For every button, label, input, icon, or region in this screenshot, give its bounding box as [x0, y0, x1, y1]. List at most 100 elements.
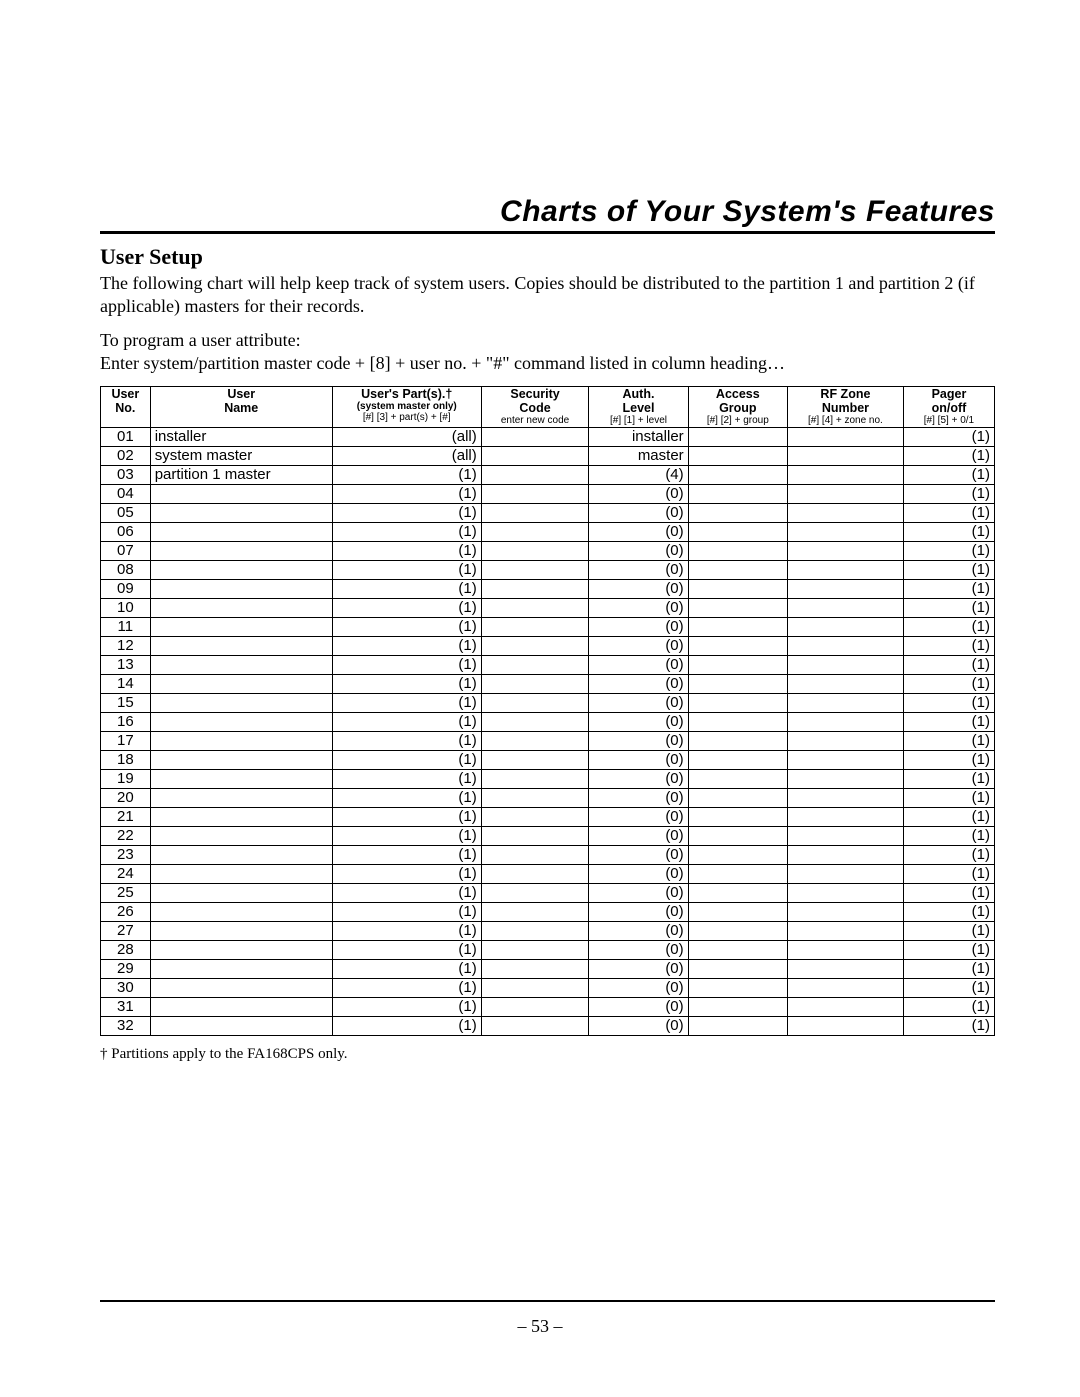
cell-parts: (1): [332, 769, 481, 788]
cell-no: 17: [101, 731, 151, 750]
cell-auth: installer: [589, 427, 688, 446]
cell-pager: (1): [903, 997, 994, 1016]
cell-code: [481, 484, 589, 503]
cell-code: [481, 503, 589, 522]
cell-name: [150, 674, 332, 693]
cell-auth: (0): [589, 921, 688, 940]
cell-rf: [787, 997, 903, 1016]
table-row: 20(1)(0)(1): [101, 788, 995, 807]
table-row: 21(1)(0)(1): [101, 807, 995, 826]
cell-auth: (0): [589, 560, 688, 579]
cell-parts: (1): [332, 712, 481, 731]
cell-auth: (0): [589, 959, 688, 978]
cell-pager: (1): [903, 598, 994, 617]
cell-pager: (1): [903, 693, 994, 712]
user-setup-table: UserNo. UserName User's Part(s).† (syste…: [100, 386, 995, 1036]
cell-code: [481, 465, 589, 484]
cell-parts: (1): [332, 978, 481, 997]
cell-rf: [787, 731, 903, 750]
cell-rf: [787, 674, 903, 693]
cell-parts: (1): [332, 674, 481, 693]
table-row: 12(1)(0)(1): [101, 636, 995, 655]
cell-no: 06: [101, 522, 151, 541]
cell-rf: [787, 522, 903, 541]
cell-name: [150, 788, 332, 807]
cell-name: [150, 636, 332, 655]
table-row: 10(1)(0)(1): [101, 598, 995, 617]
cell-code: [481, 864, 589, 883]
cell-parts: (1): [332, 883, 481, 902]
header-access-group: AccessGroup [#] [2] + group: [688, 386, 787, 427]
table-row: 19(1)(0)(1): [101, 769, 995, 788]
cell-parts: (1): [332, 503, 481, 522]
cell-pager: (1): [903, 674, 994, 693]
cell-auth: (0): [589, 503, 688, 522]
cell-name: [150, 484, 332, 503]
cell-pager: (1): [903, 541, 994, 560]
cell-code: [481, 826, 589, 845]
cell-pager: (1): [903, 940, 994, 959]
cell-access: [688, 484, 787, 503]
cell-code: [481, 769, 589, 788]
cell-access: [688, 446, 787, 465]
cell-no: 23: [101, 845, 151, 864]
cell-access: [688, 693, 787, 712]
table-row: 26(1)(0)(1): [101, 902, 995, 921]
cell-no: 03: [101, 465, 151, 484]
cell-auth: (0): [589, 826, 688, 845]
cell-auth: (0): [589, 712, 688, 731]
cell-no: 16: [101, 712, 151, 731]
cell-parts: (1): [332, 731, 481, 750]
cell-pager: (1): [903, 522, 994, 541]
cell-name: [150, 940, 332, 959]
header-pager: Pageron/off [#] [5] + 0/1: [903, 386, 994, 427]
cell-parts: (1): [332, 864, 481, 883]
cell-access: [688, 769, 787, 788]
cell-name: [150, 807, 332, 826]
cell-code: [481, 883, 589, 902]
cell-access: [688, 712, 787, 731]
cell-no: 20: [101, 788, 151, 807]
cell-code: [481, 674, 589, 693]
table-row: 02system master(all)master(1): [101, 446, 995, 465]
page-number: – 53 –: [0, 1316, 1080, 1337]
document-page: Charts of Your System's Features User Se…: [0, 0, 1080, 1397]
cell-auth: (0): [589, 788, 688, 807]
table-row: 01installer(all)installer(1): [101, 427, 995, 446]
header-user-name: UserName: [150, 386, 332, 427]
cell-auth: (0): [589, 769, 688, 788]
cell-auth: (0): [589, 541, 688, 560]
cell-access: [688, 427, 787, 446]
cell-pager: (1): [903, 959, 994, 978]
table-row: 25(1)(0)(1): [101, 883, 995, 902]
intro-text: The following chart will help keep track…: [100, 272, 995, 376]
cell-code: [481, 522, 589, 541]
cell-name: [150, 959, 332, 978]
cell-access: [688, 940, 787, 959]
cell-name: [150, 769, 332, 788]
footnote: † Partitions apply to the FA168CPS only.: [100, 1046, 995, 1063]
table-row: 07(1)(0)(1): [101, 541, 995, 560]
cell-rf: [787, 617, 903, 636]
cell-pager: (1): [903, 826, 994, 845]
cell-rf: [787, 503, 903, 522]
cell-parts: (1): [332, 845, 481, 864]
cell-code: [481, 636, 589, 655]
cell-parts: (1): [332, 826, 481, 845]
cell-name: [150, 845, 332, 864]
cell-rf: [787, 484, 903, 503]
cell-no: 12: [101, 636, 151, 655]
cell-auth: (0): [589, 940, 688, 959]
cell-name: [150, 1016, 332, 1035]
cell-no: 05: [101, 503, 151, 522]
cell-name: [150, 693, 332, 712]
cell-pager: (1): [903, 921, 994, 940]
cell-code: [481, 1016, 589, 1035]
cell-name: [150, 883, 332, 902]
cell-access: [688, 826, 787, 845]
cell-rf: [787, 921, 903, 940]
cell-parts: (1): [332, 788, 481, 807]
cell-pager: (1): [903, 845, 994, 864]
cell-rf: [787, 693, 903, 712]
cell-auth: (0): [589, 750, 688, 769]
